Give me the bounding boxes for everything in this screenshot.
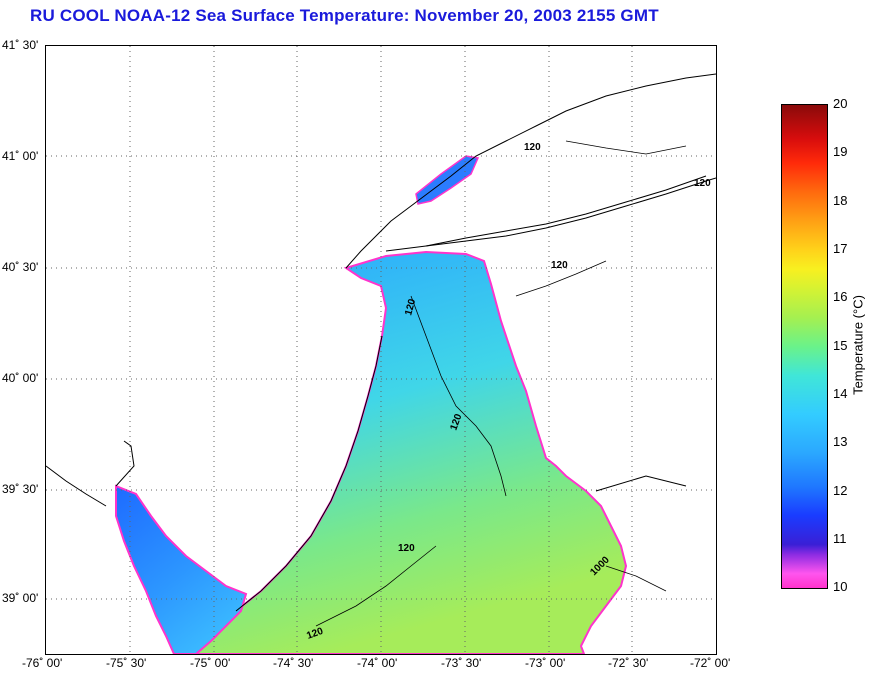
colorbar-tick: 19 — [833, 144, 848, 159]
lon-label: -76˚ 00' — [22, 656, 63, 670]
lon-label: -73˚ 30' — [441, 656, 482, 670]
colorbar-tick: 13 — [833, 434, 848, 449]
colorbar-label: Temperature (°C) — [850, 295, 866, 395]
lat-label: 41˚ 00' — [2, 149, 39, 163]
colorbar-tick: 10 — [833, 579, 848, 594]
sst-map[interactable]: 120 120 120 120 120 120 120 1000 — [45, 45, 717, 655]
lon-label: -75˚ 30' — [106, 656, 147, 670]
lat-label: 41˚ 30' — [2, 38, 39, 52]
lat-label: 39˚ 00' — [2, 591, 39, 605]
colorbar-tick: 15 — [833, 338, 848, 353]
lon-label: -73˚ 00' — [525, 656, 566, 670]
lat-label: 40˚ 00' — [2, 371, 39, 385]
contour-label: 120 — [398, 543, 415, 554]
lon-label: -74˚ 30' — [273, 656, 314, 670]
temperature-colorbar — [781, 104, 828, 589]
graticule — [46, 46, 716, 654]
lat-label: 39˚ 30' — [2, 482, 39, 496]
coastlines — [46, 73, 716, 612]
contour-label: 120 — [403, 297, 418, 316]
bathymetry-contours — [315, 140, 687, 627]
colorbar-tick: 18 — [833, 193, 848, 208]
lon-label: -75˚ 00' — [190, 656, 231, 670]
map-title: RU COOL NOAA-12 Sea Surface Temperature:… — [30, 6, 659, 25]
colorbar-tick: 20 — [833, 96, 848, 111]
lon-label: -72˚ 30' — [608, 656, 649, 670]
colorbar-tick: 16 — [833, 289, 848, 304]
lon-label: -74˚ 00' — [357, 656, 398, 670]
colorbar-tick: 11 — [833, 531, 847, 546]
lon-label: -72˚ 00' — [690, 656, 731, 670]
colorbar-tick: 17 — [833, 241, 848, 256]
contour-label: 120 — [551, 260, 568, 271]
lat-label: 40˚ 30' — [2, 260, 39, 274]
colorbar-tick: 12 — [833, 483, 848, 498]
contour-label: 120 — [694, 178, 711, 189]
contour-label: 120 — [524, 142, 541, 153]
sst-map-canvas: 120 120 120 120 120 120 120 1000 — [46, 46, 716, 654]
long-island-sound-sst — [415, 155, 480, 205]
colorbar-tick: 14 — [833, 386, 848, 401]
